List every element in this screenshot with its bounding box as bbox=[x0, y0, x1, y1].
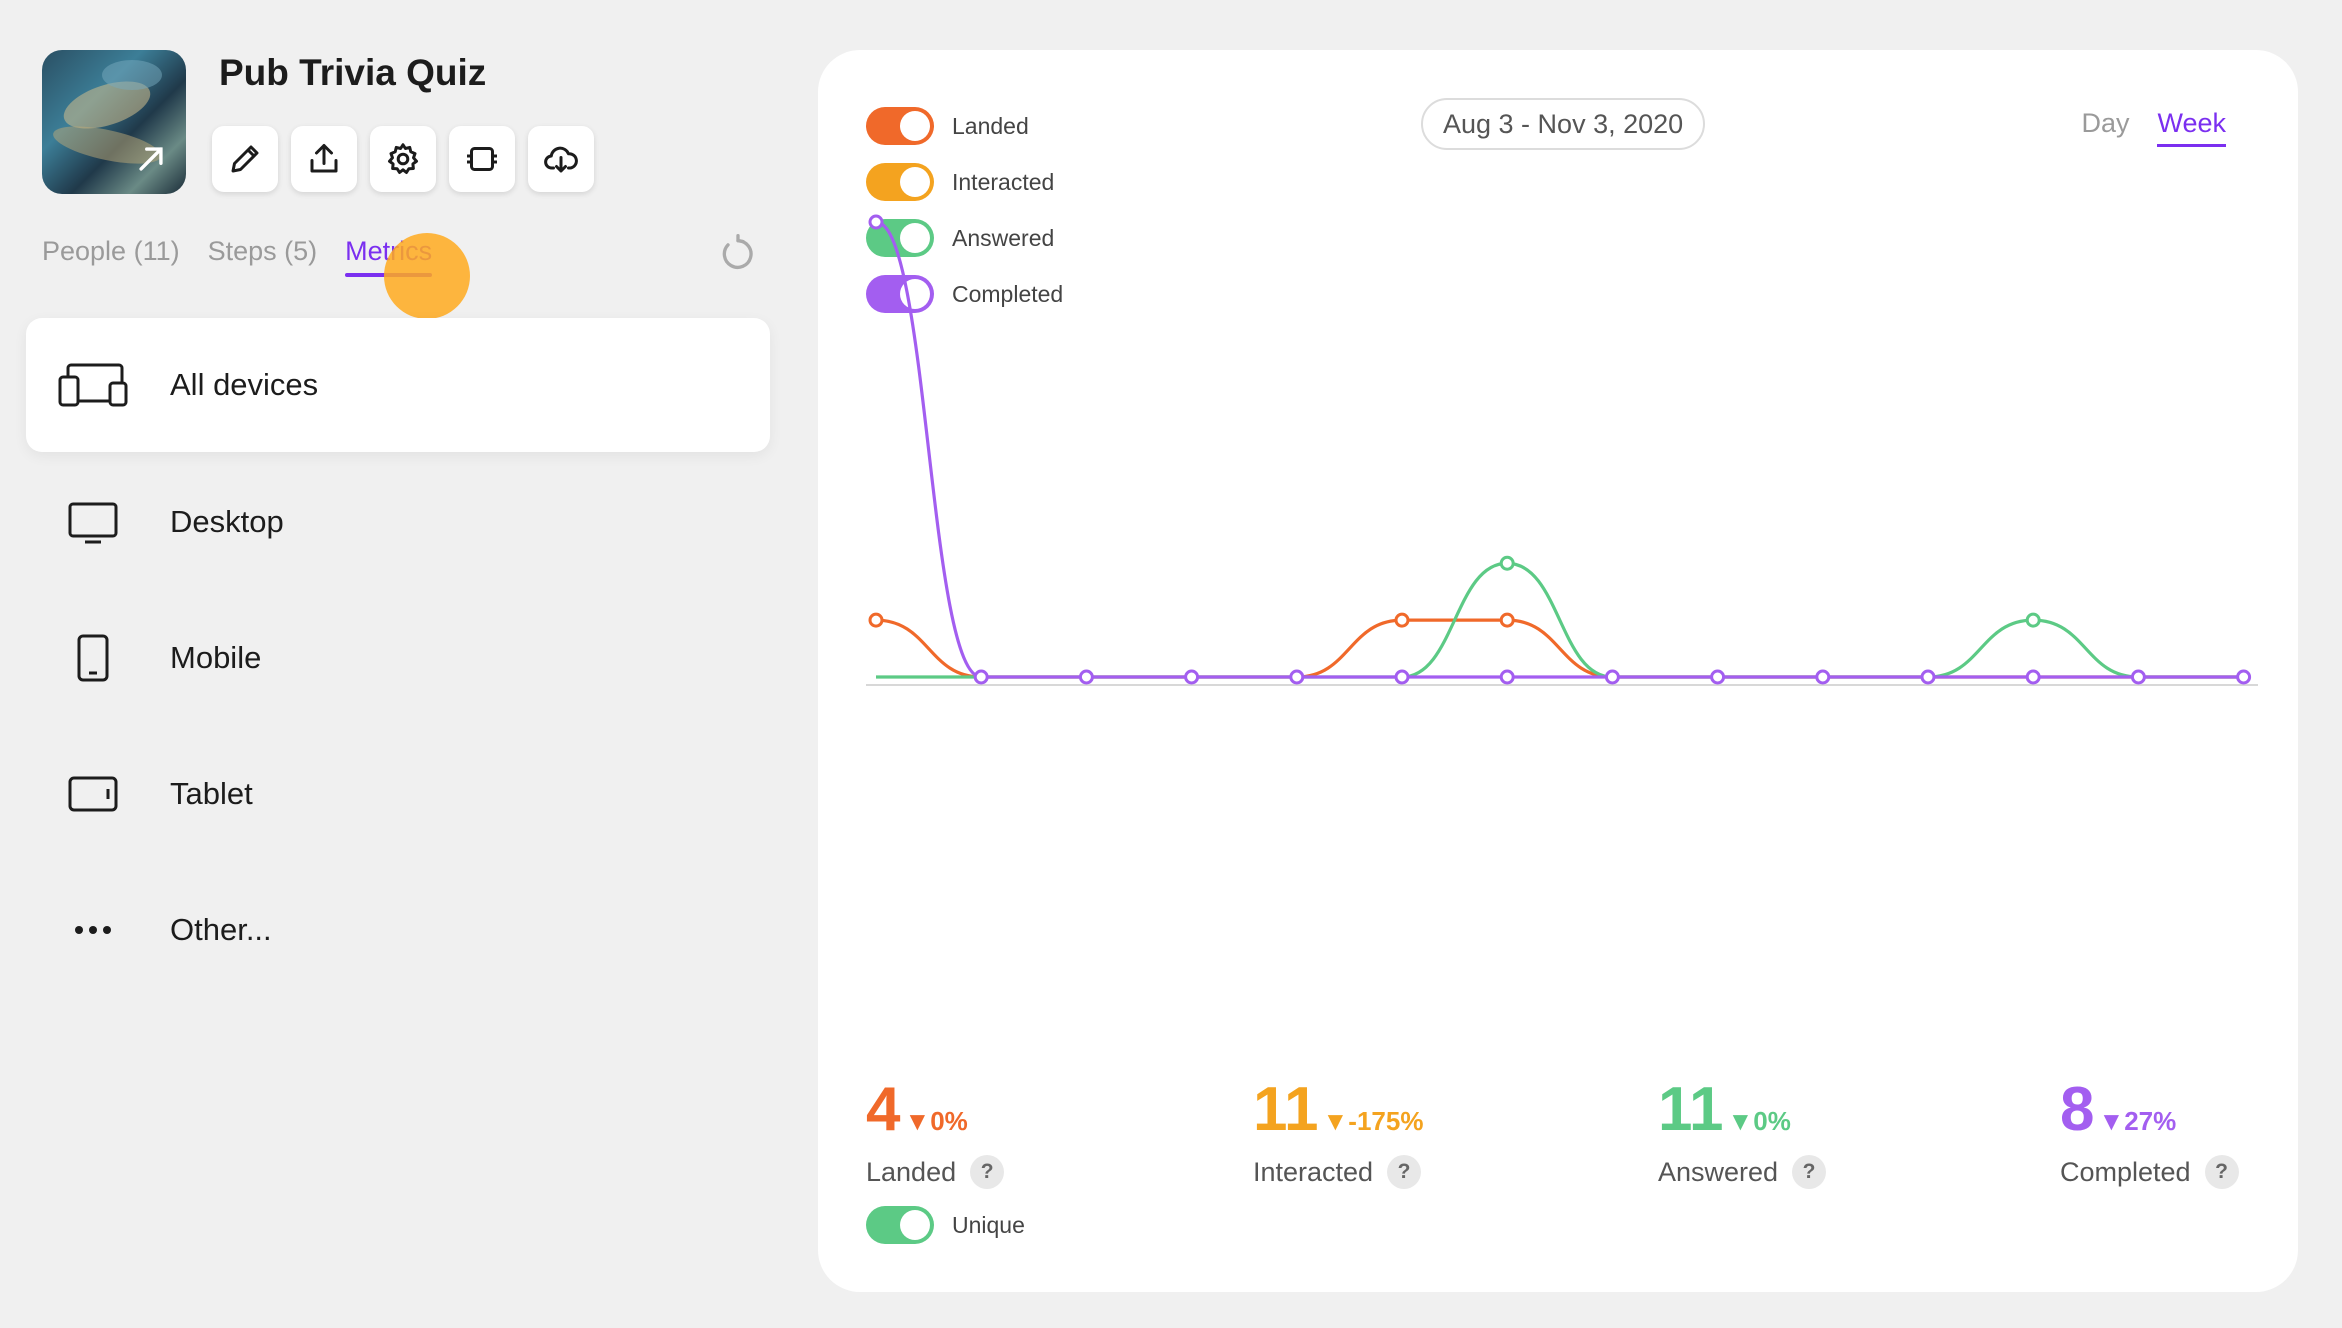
period-tab-week[interactable]: Week bbox=[2157, 108, 2226, 147]
legend-label: Answered bbox=[952, 224, 1055, 251]
open-external-icon bbox=[139, 147, 163, 171]
series-line-answered bbox=[876, 561, 2244, 679]
device-item-desktop[interactable]: Desktop bbox=[26, 454, 770, 590]
answered-toggle[interactable] bbox=[866, 219, 934, 257]
quiz-thumbnail[interactable] bbox=[42, 50, 186, 194]
refresh-icon[interactable] bbox=[718, 234, 758, 274]
device-item-other[interactable]: Other... bbox=[26, 862, 770, 998]
share-icon bbox=[310, 144, 338, 173]
legend-label: Interacted bbox=[952, 168, 1055, 195]
chart-legend: Landed Interacted Answered Completed bbox=[866, 98, 1063, 322]
device-label: All devices bbox=[170, 367, 319, 402]
device-item-all[interactable]: All devices bbox=[26, 318, 770, 452]
data-point-completed[interactable] bbox=[1078, 669, 1094, 685]
stat-answered: 11 ▼0% Answered ? bbox=[1658, 1074, 1827, 1189]
mobile-icon bbox=[77, 634, 109, 682]
stat-delta: ▼0% bbox=[904, 1106, 968, 1136]
stat-delta: ▼27% bbox=[2098, 1106, 2177, 1136]
interacted-toggle[interactable] bbox=[866, 163, 934, 201]
legend-item-interacted: Interacted bbox=[866, 154, 1063, 210]
device-item-tablet[interactable]: Tablet bbox=[26, 726, 770, 862]
toolbar bbox=[212, 126, 594, 192]
period-tabs: Day Week bbox=[2081, 108, 2226, 147]
edit-button[interactable] bbox=[212, 126, 278, 192]
embed-icon bbox=[467, 147, 497, 171]
data-point-landed[interactable] bbox=[1499, 612, 1515, 628]
data-point-completed[interactable] bbox=[1499, 669, 1515, 685]
device-label: Mobile bbox=[170, 640, 262, 675]
more-icon bbox=[75, 926, 111, 934]
help-icon[interactable]: ? bbox=[1792, 1155, 1827, 1189]
settings-button[interactable] bbox=[370, 126, 436, 192]
stat-completed: 8 ▼27% Completed ? bbox=[2060, 1074, 2239, 1189]
device-filter-list: All devices Desktop Mobile bbox=[26, 318, 770, 998]
desktop-icon bbox=[68, 502, 118, 544]
data-point-answered[interactable] bbox=[1499, 555, 1515, 571]
unique-label: Unique bbox=[952, 1211, 1025, 1238]
stat-label: Answered bbox=[1658, 1156, 1779, 1187]
tab-people[interactable]: People (11) bbox=[42, 236, 180, 266]
data-point-completed[interactable] bbox=[1184, 669, 1200, 685]
stat-delta: ▼0% bbox=[1727, 1106, 1791, 1136]
stat-label: Completed bbox=[2060, 1156, 2191, 1187]
stat-label: Landed bbox=[866, 1156, 957, 1187]
unique-toggle-row: Unique bbox=[866, 1206, 1025, 1244]
help-icon[interactable]: ? bbox=[1387, 1155, 1422, 1189]
stat-value: 11 bbox=[1253, 1075, 1319, 1144]
tab-steps[interactable]: Steps (5) bbox=[207, 236, 318, 266]
device-label: Desktop bbox=[170, 504, 284, 539]
gear-icon bbox=[388, 143, 418, 174]
legend-item-completed: Completed bbox=[866, 266, 1063, 322]
share-button[interactable] bbox=[291, 126, 357, 192]
stat-value: 4 bbox=[866, 1075, 901, 1144]
date-range-picker[interactable]: Aug 3 - Nov 3, 2020 bbox=[1421, 98, 1706, 150]
metrics-card: Landed Interacted Answered Completed Aug… bbox=[818, 50, 2298, 1292]
completed-toggle[interactable] bbox=[866, 275, 934, 313]
landed-toggle[interactable] bbox=[866, 107, 934, 145]
help-icon[interactable]: ? bbox=[970, 1155, 1005, 1189]
data-point-landed[interactable] bbox=[1394, 612, 1410, 628]
data-point-completed[interactable] bbox=[2025, 669, 2041, 685]
data-point-landed[interactable] bbox=[868, 612, 884, 628]
data-point-completed[interactable] bbox=[1815, 669, 1831, 685]
period-tab-day[interactable]: Day bbox=[2081, 108, 2130, 138]
series-line-landed bbox=[875, 618, 2244, 679]
stat-landed: 4 ▼0% Landed ? bbox=[866, 1074, 1005, 1189]
data-point-answered[interactable] bbox=[2025, 612, 2041, 628]
legend-label: Completed bbox=[952, 280, 1064, 307]
app-title: Pub Trivia Quiz bbox=[219, 52, 487, 93]
data-point-completed[interactable] bbox=[1289, 669, 1305, 685]
data-point-completed[interactable] bbox=[2130, 669, 2146, 685]
cursor-click-indicator bbox=[384, 233, 470, 319]
data-point-completed[interactable] bbox=[1604, 669, 1620, 685]
stat-value: 11 bbox=[1658, 1075, 1724, 1144]
legend-item-answered: Answered bbox=[866, 210, 1063, 266]
legend-label: Landed bbox=[952, 112, 1029, 139]
help-icon[interactable]: ? bbox=[2204, 1155, 2239, 1189]
stat-delta: ▼-175% bbox=[1322, 1106, 1424, 1136]
pencil-icon bbox=[231, 145, 259, 173]
device-item-mobile[interactable]: Mobile bbox=[26, 590, 770, 726]
devices-icon bbox=[58, 363, 128, 407]
data-point-completed[interactable] bbox=[973, 669, 989, 685]
section-tabs: People (11) Steps (5) Metrics bbox=[42, 236, 433, 277]
embed-button[interactable] bbox=[449, 126, 515, 192]
stat-value: 8 bbox=[2060, 1075, 2095, 1144]
tablet-icon bbox=[68, 776, 118, 812]
unique-toggle[interactable] bbox=[866, 1206, 934, 1244]
legend-item-landed: Landed bbox=[866, 98, 1063, 154]
data-point-completed[interactable] bbox=[1920, 669, 1936, 685]
data-point-completed[interactable] bbox=[2236, 669, 2252, 685]
stat-interacted: 11 ▼-175% Interacted ? bbox=[1253, 1074, 1423, 1189]
data-point-completed[interactable] bbox=[1710, 669, 1726, 685]
device-label: Tablet bbox=[170, 776, 253, 811]
download-button[interactable] bbox=[528, 126, 594, 192]
series-line-completed bbox=[875, 220, 2244, 679]
cloud-download-icon bbox=[544, 146, 578, 173]
data-point-completed[interactable] bbox=[1394, 669, 1410, 685]
device-label: Other... bbox=[170, 912, 272, 947]
stat-label: Interacted bbox=[1253, 1156, 1374, 1187]
